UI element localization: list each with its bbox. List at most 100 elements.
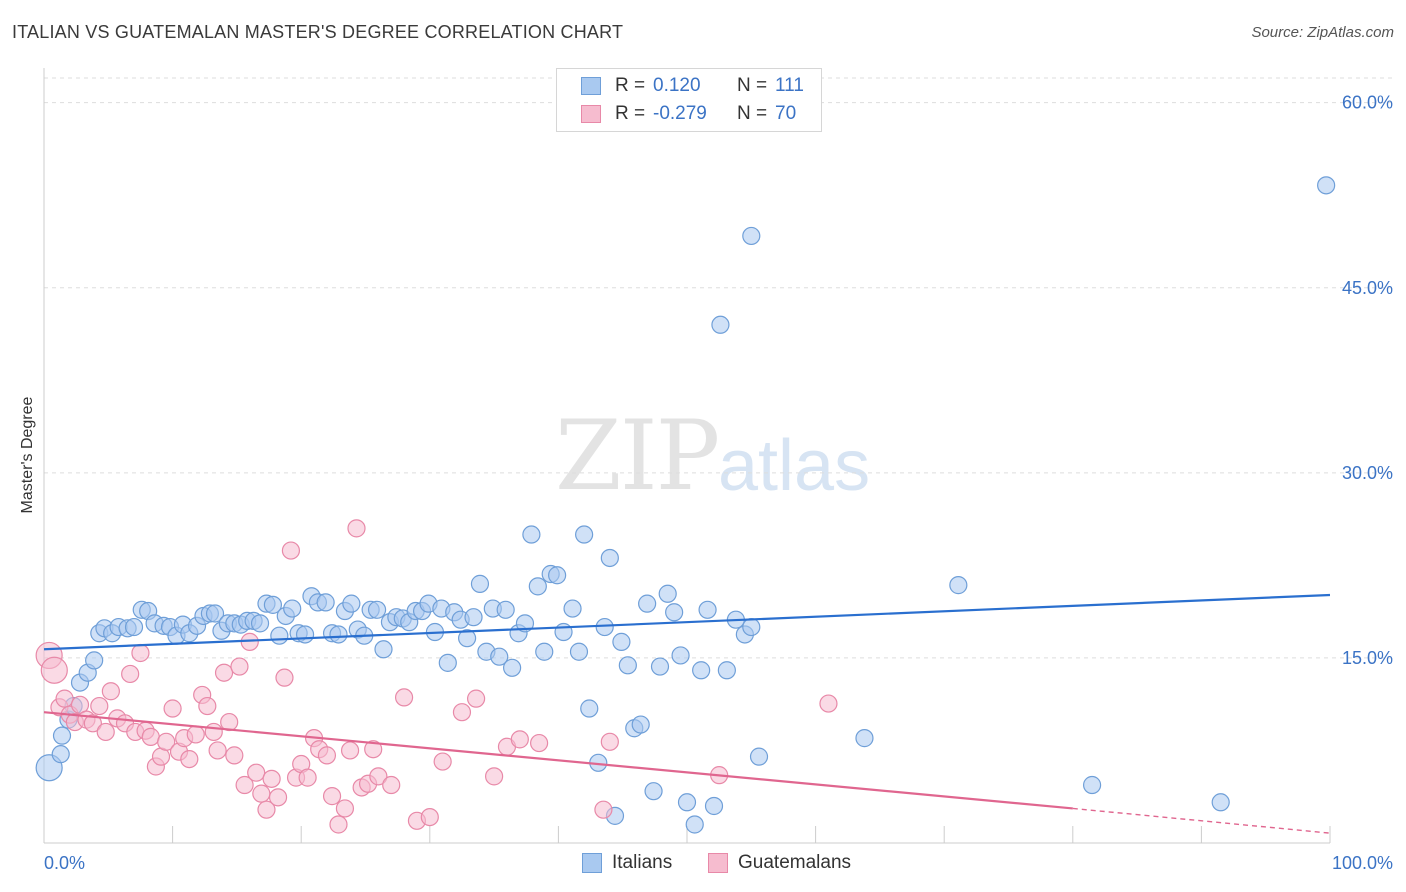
italians-trend-line — [43, 593, 1331, 651]
italians-point — [535, 642, 554, 661]
x-tick-label: 0.0% — [44, 853, 85, 873]
italians-point — [270, 626, 289, 645]
italians-point — [692, 661, 711, 680]
chart-title: ITALIAN VS GUATEMALAN MASTER'S DEGREE CO… — [12, 22, 624, 42]
italians-point — [1082, 775, 1102, 795]
italians-point — [575, 525, 594, 544]
italians-point — [522, 525, 541, 544]
guatemalans-point — [208, 741, 227, 760]
italians-point — [685, 815, 704, 834]
correlation-legend: R = 0.120 N = 111 R = -0.279 N = 70 — [556, 68, 822, 132]
italians-point — [631, 715, 650, 734]
n-value: 70 — [775, 103, 797, 124]
italians-point — [85, 651, 104, 670]
guatemalans-point — [452, 703, 472, 722]
guatemalans-point — [55, 689, 74, 708]
italians-point — [638, 594, 657, 613]
italians-point — [704, 796, 724, 816]
italians-point — [503, 658, 522, 677]
italians-point — [1317, 176, 1336, 195]
italians-point — [342, 594, 361, 613]
italians-point — [742, 617, 761, 637]
italians-point — [569, 642, 589, 661]
guatemalans-point — [347, 519, 366, 538]
guatemalans-point — [600, 732, 619, 751]
italians-point — [665, 603, 684, 622]
italians-point — [470, 574, 490, 593]
italians-point — [600, 548, 619, 568]
italians-point — [528, 577, 547, 596]
y-tick-label: 60.0% — [1342, 93, 1393, 113]
italians-point — [644, 782, 663, 801]
italians-swatch — [581, 77, 601, 95]
guatemalans-point — [257, 800, 276, 819]
italians-point — [548, 566, 567, 585]
italians-point — [51, 745, 70, 764]
y-tick-label: 15.0% — [1342, 648, 1393, 668]
italians-point — [367, 600, 387, 619]
guatemalans-swatch — [581, 105, 601, 123]
italians-point — [438, 653, 457, 672]
guatemalans-point — [204, 722, 223, 742]
italians-point — [515, 614, 535, 633]
guatemalans-point — [40, 656, 68, 684]
legend-row-guatemalans: R = -0.279 N = 70 — [581, 103, 796, 125]
guatemalans-point — [252, 784, 271, 803]
series-legend: Italians Guatemalans — [0, 852, 1406, 876]
italians-point — [295, 625, 315, 644]
guatemalans-point — [230, 657, 249, 676]
guatemalans-point — [186, 725, 205, 744]
r-label: R = — [615, 75, 646, 96]
guatemalans-point — [819, 694, 838, 713]
italians-point — [283, 599, 302, 618]
guatemalans-point — [466, 689, 486, 708]
guatemalans-point — [96, 722, 115, 742]
italians-point — [749, 747, 769, 766]
watermark-atlas: atlas — [718, 426, 871, 506]
italians-point — [650, 657, 670, 676]
y-tick-label: 45.0% — [1342, 278, 1393, 298]
guatemalans-point — [247, 763, 266, 782]
italians-point — [677, 793, 697, 812]
legend-label: Guatemalans — [738, 852, 852, 873]
guatemalans-point — [131, 643, 150, 663]
guatemalans-point — [90, 696, 109, 716]
guatemalans-point — [369, 767, 388, 786]
italians-point — [711, 315, 730, 334]
legend-item-guatemalans[interactable]: Guatemalans — [708, 852, 851, 874]
r-value: -0.279 — [653, 103, 707, 124]
guatemalans-point — [268, 788, 288, 807]
guatemalans-point — [281, 541, 301, 560]
guatemalans-point — [163, 699, 182, 718]
italians-point — [671, 646, 690, 665]
guatemalans-point — [420, 807, 439, 827]
guatemalans-point — [121, 664, 140, 684]
y-axis-title: Master's Degree — [19, 396, 36, 514]
r-label: R = — [615, 103, 646, 124]
italians-point — [490, 647, 509, 666]
n-label: N = — [737, 103, 768, 124]
source-label: Source: ZipAtlas.com — [1251, 24, 1394, 41]
guatemalans-point — [317, 746, 337, 765]
guatemalans-point — [275, 668, 294, 687]
italians-point — [618, 656, 637, 675]
guatemalans-point — [141, 727, 160, 746]
legend-row-italians: R = 0.120 N = 111 — [581, 75, 804, 97]
guatemalans-point — [225, 746, 244, 765]
guatemalans-swatch — [708, 853, 728, 873]
guatemalans-point — [262, 769, 281, 788]
italians-point — [329, 625, 348, 644]
legend-item-italians[interactable]: Italians — [582, 852, 672, 874]
guatemalans-point — [364, 740, 383, 759]
guatemalans-point — [594, 800, 613, 819]
y-tick-label: 30.0% — [1342, 463, 1393, 483]
italians-point — [205, 604, 225, 623]
guatemalans-point — [235, 775, 254, 795]
italians-point — [742, 226, 761, 246]
r-value: 0.120 — [653, 75, 701, 96]
guatemalans-point — [198, 696, 217, 716]
italians-point — [496, 600, 515, 619]
italians-point — [612, 632, 631, 651]
guatemalans-point — [382, 775, 401, 795]
n-value: 111 — [775, 75, 804, 96]
